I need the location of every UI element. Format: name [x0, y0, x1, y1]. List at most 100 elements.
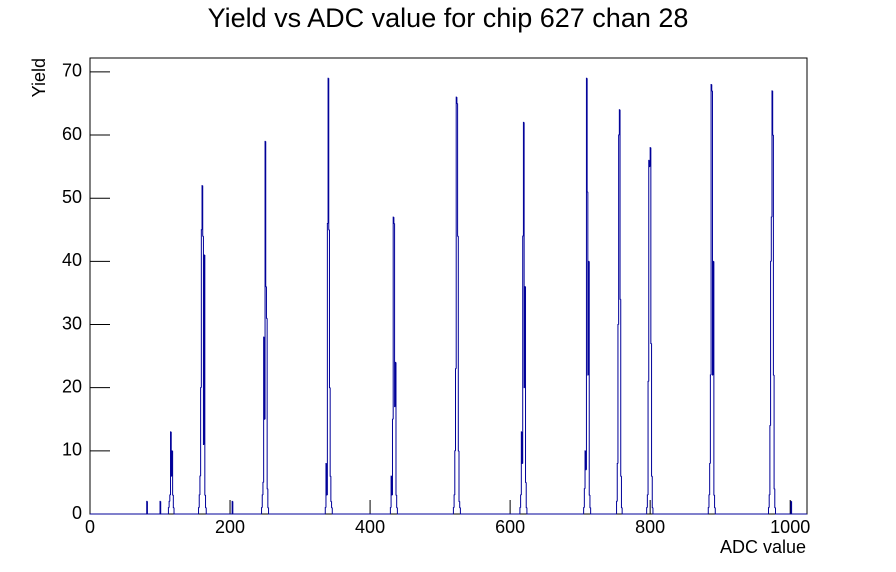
histogram-bin [198, 494, 200, 508]
histogram-bin [714, 507, 769, 515]
histogram-bin [455, 96, 457, 369]
histogram-bin [620, 299, 622, 477]
histogram-bin [146, 500, 148, 514]
histogram-bin [648, 159, 650, 382]
histogram-bin [199, 475, 201, 496]
histogram-bin [708, 494, 710, 508]
x-tick-label: 1000 [770, 517, 810, 537]
histogram-bin [328, 78, 330, 231]
histogram-bin [265, 286, 268, 319]
histogram-bin [330, 476, 332, 502]
histogram-bin [520, 494, 522, 508]
chart-title: Yield vs ADC value for chip 627 chan 28 [208, 3, 689, 33]
y-axis-label: Yield [29, 58, 49, 97]
histogram-bin [458, 450, 460, 502]
histogram-bin [261, 507, 263, 514]
histogram-bin [618, 109, 621, 136]
histogram-bin [268, 507, 326, 515]
x-axis-label: ADC value [720, 537, 806, 557]
histogram-bin [232, 501, 262, 515]
histogram-bin [457, 236, 460, 452]
histogram-bin [173, 507, 199, 515]
histogram-bin [770, 216, 772, 262]
histogram-bin [773, 375, 775, 490]
histogram-bin [709, 374, 712, 464]
histogram-bin [453, 494, 455, 508]
y-tick-label: 50 [62, 187, 82, 207]
histogram-bin [455, 368, 457, 451]
histogram-bin [331, 507, 391, 515]
histogram-bin [159, 500, 161, 514]
histogram-bin [588, 260, 590, 376]
histogram-bin [586, 78, 588, 193]
histogram-bin [774, 488, 776, 509]
histogram-bin [791, 501, 807, 515]
histogram-bin [585, 77, 588, 470]
histogram-bin [327, 77, 329, 224]
x-tick-label: 800 [635, 517, 665, 537]
y-tick-label: 10 [62, 440, 82, 460]
histogram-bin [522, 235, 524, 464]
histogram-bin [651, 476, 653, 509]
histogram-bin [266, 318, 268, 490]
histogram-bin [772, 90, 774, 136]
histogram-bin [262, 481, 264, 496]
histogram-bin [714, 495, 716, 509]
histogram-bin [774, 507, 791, 515]
histogram-bin [172, 450, 174, 496]
histogram-bin [231, 500, 233, 514]
histogram-bin [391, 476, 393, 496]
histogram-bin [389, 507, 392, 514]
histogram-bin [589, 495, 591, 509]
histogram-bin [200, 387, 202, 477]
histogram-bin [768, 494, 770, 508]
histogram-bin [391, 418, 394, 496]
histogram-bin [267, 488, 269, 509]
histogram-bin [711, 90, 714, 376]
histogram-bin [393, 217, 395, 224]
histogram-bin [146, 501, 161, 515]
histogram-bin [394, 361, 396, 407]
histogram-bin [172, 495, 175, 509]
histogram-bin [587, 191, 589, 376]
histogram-bin [713, 261, 715, 496]
histogram-bin [205, 495, 207, 509]
histogram-bin [204, 255, 206, 496]
histogram-bin [616, 462, 618, 502]
histogram-bin [459, 501, 461, 509]
histogram-bin [769, 425, 771, 496]
histogram-bin [617, 324, 619, 464]
histogram-bin [646, 507, 648, 514]
x-tick-label: 200 [215, 517, 245, 537]
histogram-bin [198, 507, 200, 514]
histogram-bin [326, 222, 329, 496]
histogram-bin [620, 476, 623, 509]
histogram-bin [396, 495, 398, 509]
histogram-bin [710, 84, 712, 376]
histogram-bin [767, 507, 770, 514]
histogram-bin [171, 450, 173, 477]
histogram-bin [167, 507, 170, 514]
histogram-bin [707, 507, 709, 514]
y-tick-label: 40 [62, 250, 82, 270]
histogram-bin [456, 97, 458, 104]
histogram-bin [525, 286, 527, 483]
y-tick-label: 70 [62, 61, 82, 81]
histogram-bin [390, 475, 392, 508]
histogram-bin [202, 185, 204, 237]
histogram-bin [616, 500, 618, 514]
histogram-bin [619, 109, 621, 300]
histogram-bin [621, 507, 647, 515]
histogram-bin [790, 500, 792, 514]
histogram-bin [712, 260, 714, 376]
histogram-bin [648, 160, 651, 168]
histogram-bin [652, 507, 709, 515]
histogram-bin [649, 147, 651, 167]
histogram-bin [711, 84, 713, 92]
histogram-bin [324, 507, 326, 514]
histogram-bin [709, 462, 711, 496]
histogram-bin [651, 343, 653, 477]
histogram-bin [160, 501, 169, 515]
histogram-bin [326, 463, 328, 496]
